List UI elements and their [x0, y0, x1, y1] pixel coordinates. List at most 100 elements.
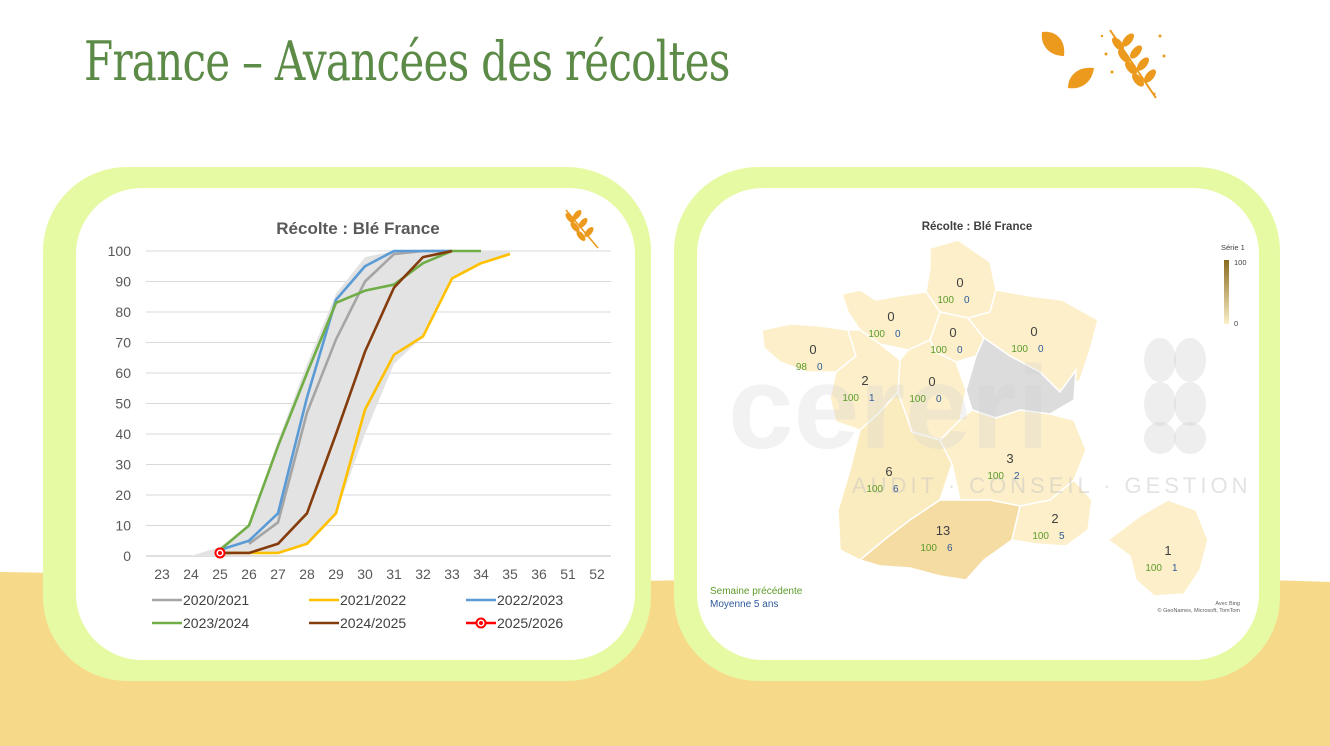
region-five-year-average: 0: [964, 295, 970, 306]
region-value: 0: [809, 342, 816, 357]
y-tick-label: 20: [115, 487, 131, 503]
x-tick-label: 30: [357, 566, 373, 582]
region-previous-week: 100: [930, 345, 947, 356]
region-previous-week: 100: [1011, 344, 1028, 355]
y-tick-label: 80: [115, 304, 131, 320]
region-five-year-average: 5: [1059, 531, 1065, 542]
region-value: 3: [1006, 451, 1013, 466]
y-tick-label: 70: [115, 335, 131, 351]
legend-label: 2020/2021: [183, 592, 249, 608]
x-tick-label: 36: [531, 566, 547, 582]
region-five-year-average: 1: [1172, 563, 1178, 574]
x-tick-label: 29: [328, 566, 344, 582]
region-france-inset[interactable]: [1106, 499, 1209, 597]
region-previous-week: 100: [842, 393, 859, 404]
map-attribution-bing: Avec Bing: [1215, 601, 1240, 607]
y-tick-label: 90: [115, 274, 131, 290]
region-five-year-average: 2: [1014, 471, 1020, 482]
x-tick-label: 34: [473, 566, 489, 582]
page-title: France – Avancées des récoltes: [84, 30, 730, 93]
x-tick-label: 52: [589, 566, 605, 582]
region-previous-week: 100: [866, 484, 883, 495]
x-tick-label: 24: [183, 566, 199, 582]
legend-marker-core: [479, 621, 483, 625]
series-line-2024-2025: [220, 249, 453, 555]
y-axis: 0 10 20 30 40 50 60 70 80 90 100: [108, 243, 132, 564]
map-regions: [761, 239, 1209, 597]
region-value: 2: [861, 373, 868, 388]
y-tick-label: 40: [115, 426, 131, 442]
map-legend-max: 100: [1234, 258, 1247, 267]
x-tick-label: 51: [560, 566, 576, 582]
x-tick-label: 32: [415, 566, 431, 582]
x-tick-label: 23: [154, 566, 170, 582]
region-five-year-average: 1: [869, 393, 875, 404]
region-value: 0: [949, 325, 956, 340]
map-key-previous-week: Semaine précédente: [710, 586, 803, 597]
map-attribution-sources: © GeoNames, Microsoft, TomTom: [1158, 607, 1241, 614]
legend-label: 2024/2025: [340, 615, 406, 631]
region-previous-week: 100: [937, 295, 954, 306]
region-previous-week: 100: [868, 329, 885, 340]
y-tick-label: 30: [115, 457, 131, 473]
region-value: 0: [956, 275, 963, 290]
map-legend-title: Série 1: [1221, 243, 1245, 252]
region-paca[interactable]: [1011, 478, 1093, 547]
region-five-year-average: 0: [817, 362, 823, 373]
region-previous-week: 98: [796, 362, 808, 373]
x-tick-label: 31: [386, 566, 402, 582]
legend-label: 2021/2022: [340, 592, 406, 608]
legend-label: 2022/2023: [497, 592, 563, 608]
map-legend-min: 0: [1234, 319, 1238, 328]
data-point-core: [218, 550, 222, 555]
x-tick-label: 26: [241, 566, 257, 582]
y-tick-label: 10: [115, 518, 131, 534]
region-five-year-average: 6: [947, 543, 953, 554]
region-value: 1: [1164, 543, 1171, 558]
y-tick-label: 60: [115, 365, 131, 381]
chart-legend: 2020/2021 2021/2022 2022/2023 2023/2024 2024…: [152, 592, 563, 631]
region-value: 0: [928, 374, 935, 389]
region-five-year-average: 0: [957, 345, 963, 356]
series-line-2022-2023: [219, 249, 452, 552]
map-legend-gradient: [1224, 260, 1229, 324]
watermark-tagline: AUDIT · CONSEIL · GESTION: [852, 473, 1251, 498]
legend-label: 2023/2024: [183, 615, 249, 631]
region-value: 2: [1051, 511, 1058, 526]
leaf-icon: [1041, 31, 1094, 89]
x-tick-label: 27: [270, 566, 286, 582]
region-five-year-average: 0: [936, 394, 942, 405]
wheat-icon: [1100, 29, 1166, 99]
wheat-icon: [565, 209, 599, 249]
watermark-wheat-icon: [1144, 338, 1206, 454]
region-value: 6: [885, 464, 892, 479]
x-tick-label: 35: [502, 566, 518, 582]
region-previous-week: 100: [987, 471, 1004, 482]
region-previous-week: 100: [909, 394, 926, 405]
region-five-year-average: 0: [1038, 344, 1044, 355]
series-line-2023-2024: [219, 249, 481, 551]
region-value: 0: [887, 309, 894, 324]
chart-title: Récolte : Blé France: [276, 219, 439, 238]
map-title: Récolte : Blé France: [922, 221, 1033, 233]
region-five-year-average: 0: [895, 329, 901, 340]
region-value: 0: [1030, 324, 1037, 339]
x-tick-label: 25: [212, 566, 228, 582]
region-previous-week: 100: [1032, 531, 1049, 542]
range-band: [191, 251, 510, 556]
y-tick-label: 0: [123, 548, 131, 564]
y-tick-label: 100: [108, 243, 132, 259]
series-line-2021-2022: [220, 252, 511, 555]
series-lines: [214, 249, 511, 559]
x-tick-label: 28: [299, 566, 315, 582]
x-tick-label: 33: [444, 566, 460, 582]
region-occitanie[interactable]: [858, 499, 1021, 581]
region-previous-week: 100: [1145, 563, 1162, 574]
y-tick-label: 50: [115, 396, 131, 412]
map-key-five-year-average: Moyenne 5 ans: [710, 599, 778, 610]
region-value: 13: [936, 523, 950, 538]
x-axis: 23 24 25 26 27 28 29 30 31 32 33 34 35 36 51 52: [154, 566, 605, 582]
